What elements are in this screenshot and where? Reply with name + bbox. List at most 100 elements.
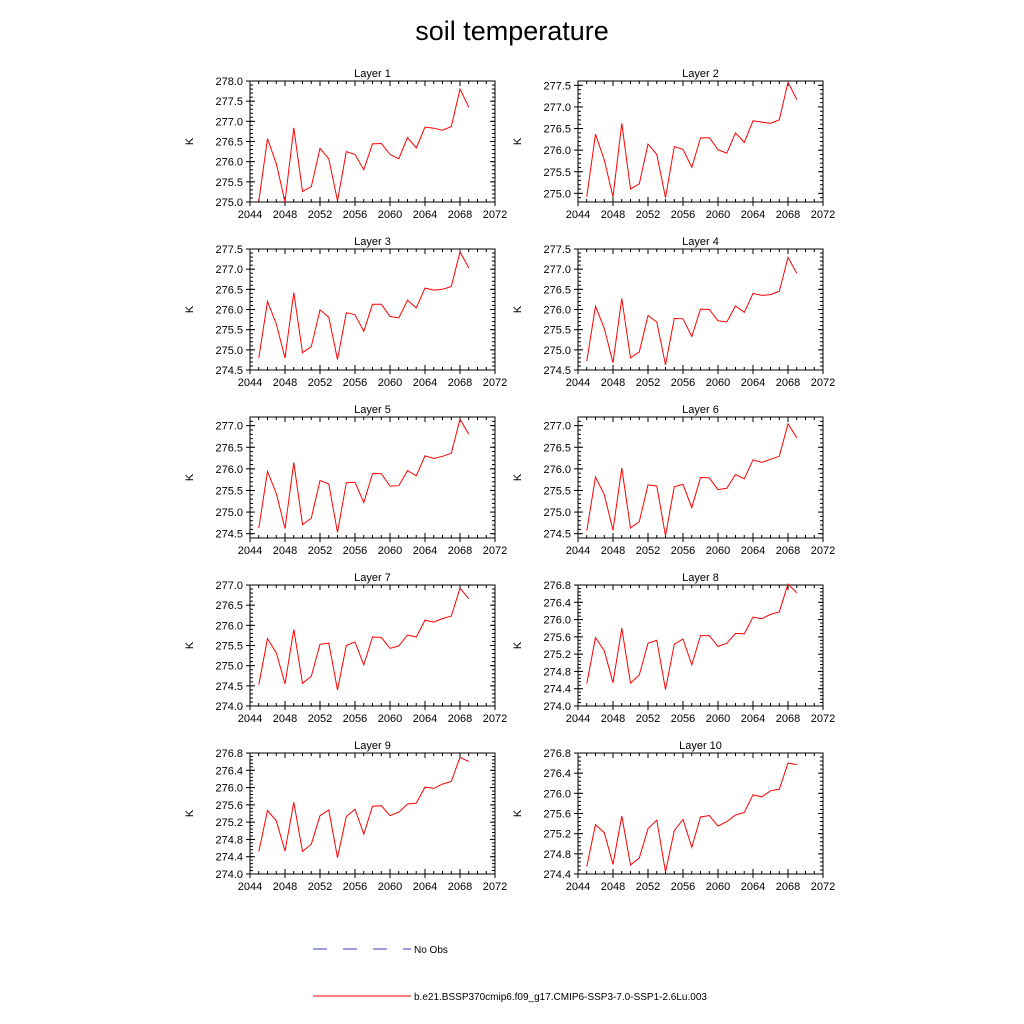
y-tick-label: 275.0 xyxy=(543,345,571,357)
panel-title: Layer 10 xyxy=(679,740,722,752)
x-tick-label: 2048 xyxy=(601,209,625,221)
y-tick-label: 275.5 xyxy=(215,641,243,653)
y-tick-label: 276.5 xyxy=(543,442,571,454)
figure-title: soil temperature xyxy=(415,16,609,46)
panel-layer-2: Layer 2 K 2044 2048 2052 2056 2060 2064 2068 2072… xyxy=(512,68,835,221)
y-tick-label: 274.4 xyxy=(543,869,571,881)
y-tick-label: 277.5 xyxy=(543,80,571,92)
x-tick-label: 2060 xyxy=(378,881,402,893)
x-tick-label: 2072 xyxy=(483,545,507,557)
y-axis-label: K xyxy=(512,473,524,481)
y-tick-label: 277.0 xyxy=(215,580,243,592)
panel-title: Layer 5 xyxy=(354,404,391,416)
x-tick-label: 2052 xyxy=(636,545,660,557)
x-tick-label: 2068 xyxy=(776,545,800,557)
x-tick-label: 2072 xyxy=(811,377,835,389)
series-line xyxy=(258,587,470,690)
panels: Layer 1 K 2044 2048 2052 2056 2060 2064 2068 2072… xyxy=(184,68,835,893)
x-tick-label: 2072 xyxy=(811,209,835,221)
panel-layer-1: Layer 1 K 2044 2048 2052 2056 2060 2064 2068 2072… xyxy=(184,68,507,221)
y-tick-label: 275.0 xyxy=(215,661,243,673)
panel-title: Layer 3 xyxy=(354,236,391,248)
y-tick-label: 275.2 xyxy=(543,649,571,661)
y-tick-label: 274.8 xyxy=(543,849,571,861)
y-tick-label: 276.5 xyxy=(543,284,571,296)
series-line xyxy=(258,417,470,533)
x-tick-label: 2056 xyxy=(671,545,695,557)
series-line xyxy=(586,422,798,536)
y-tick-label: 275.0 xyxy=(215,507,243,519)
y-tick-label: 276.5 xyxy=(215,284,243,296)
y-tick-label: 274.0 xyxy=(543,701,571,713)
panel-title: Layer 9 xyxy=(354,740,391,752)
x-tick-label: 2044 xyxy=(238,377,262,389)
x-tick-label: 2060 xyxy=(378,713,402,725)
y-tick-label: 276.0 xyxy=(215,620,243,632)
panel-layer-8: Layer 8 K 2044 2048 2052 2056 2060 2064 2068 2072… xyxy=(512,572,835,725)
y-tick-label: 275.5 xyxy=(543,485,571,497)
x-tick-label: 2072 xyxy=(811,881,835,893)
y-tick-label: 276.4 xyxy=(543,768,571,780)
y-tick-label: 276.0 xyxy=(543,305,571,317)
x-tick-label: 2064 xyxy=(741,377,765,389)
y-tick-label: 276.8 xyxy=(543,580,571,592)
x-tick-label: 2068 xyxy=(776,209,800,221)
x-tick-label: 2048 xyxy=(601,713,625,725)
x-tick-label: 2052 xyxy=(308,209,332,221)
y-tick-label: 274.5 xyxy=(215,365,243,377)
y-axis-label: K xyxy=(184,473,196,481)
x-tick-label: 2064 xyxy=(413,377,437,389)
series-line xyxy=(258,250,470,360)
panel-layer-9: Layer 9 K 2044 2048 2052 2056 2060 2064 2068 2072… xyxy=(184,740,507,893)
x-tick-label: 2068 xyxy=(448,545,472,557)
series-line xyxy=(586,762,797,873)
y-tick-label: 275.5 xyxy=(543,167,571,179)
y-tick-label: 275.6 xyxy=(215,800,243,812)
y-tick-label: 275.5 xyxy=(215,485,243,497)
panel-layer-3: Layer 3 K 2044 2048 2052 2056 2060 2064 2068 2072… xyxy=(184,236,507,389)
x-tick-label: 2072 xyxy=(483,209,507,221)
y-tick-label: 274.8 xyxy=(543,666,571,678)
y-axis-label: K xyxy=(184,809,196,817)
y-tick-label: 276.0 xyxy=(215,305,243,317)
x-tick-label: 2072 xyxy=(811,545,835,557)
panel-layer-7: Layer 7 K 2044 2048 2052 2056 2060 2064 2068 2072… xyxy=(184,572,507,725)
plot-frame xyxy=(577,584,824,707)
y-tick-label: 276.5 xyxy=(215,442,243,454)
series-line xyxy=(258,756,470,858)
panel-title: Layer 1 xyxy=(354,68,391,80)
x-tick-label: 2048 xyxy=(601,377,625,389)
x-tick-label: 2068 xyxy=(776,713,800,725)
y-tick-label: 276.0 xyxy=(215,464,243,476)
x-tick-label: 2044 xyxy=(238,545,262,557)
y-axis-label: K xyxy=(184,641,196,649)
panel-layer-5: Layer 5 K 2044 2048 2052 2056 2060 2064 2068 2072… xyxy=(184,404,507,557)
plot-frame xyxy=(249,248,496,371)
x-tick-label: 2072 xyxy=(483,881,507,893)
y-tick-label: 274.4 xyxy=(543,684,571,696)
y-axis-label: K xyxy=(512,137,524,145)
x-tick-label: 2064 xyxy=(741,881,765,893)
x-tick-label: 2048 xyxy=(273,881,297,893)
y-tick-label: 276.5 xyxy=(215,137,243,149)
x-tick-label: 2056 xyxy=(343,545,367,557)
y-axis-label: K xyxy=(512,305,524,313)
y-tick-label: 277.0 xyxy=(543,264,571,276)
x-tick-label: 2048 xyxy=(601,881,625,893)
x-tick-label: 2052 xyxy=(308,713,332,725)
y-tick-label: 275.2 xyxy=(543,829,571,841)
x-tick-label: 2044 xyxy=(566,881,590,893)
y-tick-label: 277.0 xyxy=(543,421,571,433)
series-line xyxy=(258,87,470,203)
y-tick-label: 276.8 xyxy=(215,748,243,760)
x-tick-label: 2068 xyxy=(448,881,472,893)
y-axis-label: K xyxy=(184,305,196,313)
x-tick-label: 2044 xyxy=(238,209,262,221)
y-tick-label: 274.4 xyxy=(215,852,243,864)
x-tick-label: 2056 xyxy=(671,713,695,725)
x-tick-label: 2056 xyxy=(343,377,367,389)
y-tick-label: 275.2 xyxy=(215,817,243,829)
x-tick-label: 2052 xyxy=(636,377,660,389)
y-tick-label: 274.0 xyxy=(215,869,243,881)
panel-layer-4: Layer 4 K 2044 2048 2052 2056 2060 2064 2068 2072… xyxy=(512,236,835,389)
